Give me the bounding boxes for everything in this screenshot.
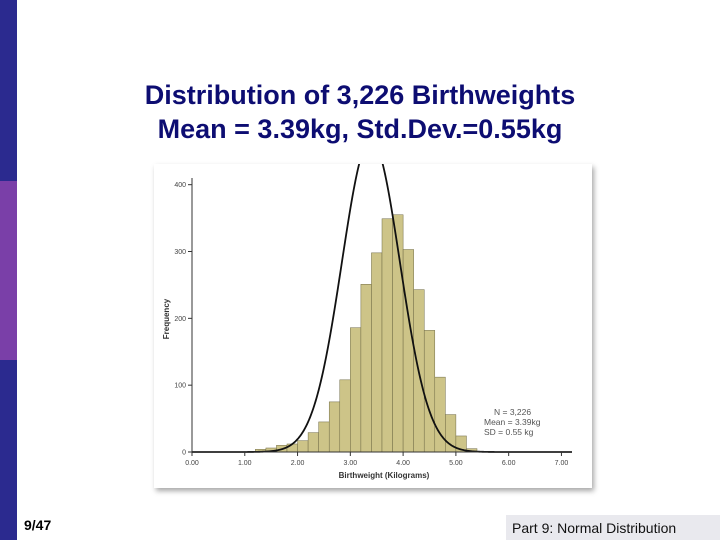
histogram-bar <box>350 327 362 453</box>
sidebar-accent-middle <box>0 181 17 360</box>
footer-section-title: Part 9: Normal Distribution <box>512 520 677 536</box>
slide-title-line2: Mean = 3.39kg, Std.Dev.=0.55kg <box>157 114 563 144</box>
x-tick-label: 0.00 <box>185 460 199 467</box>
x-tick-label: 6.00 <box>502 460 516 467</box>
y-ticks: 0 100 200 300 400 <box>174 182 192 457</box>
histogram-bar <box>307 432 319 453</box>
y-tick-label: 200 <box>174 316 186 323</box>
histogram-svg: 0.00 1.00 2.00 3.00 4.00 5.00 6.00 7.00 0 100 200… <box>162 164 572 480</box>
histogram-bar <box>360 284 372 453</box>
sidebar-accent-bottom <box>0 360 17 540</box>
histogram-bar <box>339 379 351 453</box>
annotation-sd: SD = 0.55 kg <box>484 427 534 437</box>
histogram-bar <box>423 330 436 453</box>
x-tick-label: 2.00 <box>291 460 305 467</box>
histogram-bar <box>297 440 309 453</box>
annotation-mean: Mean = 3.39kg <box>484 417 541 427</box>
y-tick-label: 400 <box>174 182 186 189</box>
x-tick-label: 1.00 <box>238 460 252 467</box>
histogram-bar <box>434 376 446 453</box>
x-ticks: 0.00 1.00 2.00 3.00 4.00 5.00 6.00 7.00 <box>185 452 568 467</box>
y-axis-title: Frequency <box>162 298 171 339</box>
histogram-chart: 0.00 1.00 2.00 3.00 4.00 5.00 6.00 7.00 0 100 200… <box>154 164 592 488</box>
footer-bar: Part 9: Normal Distribution <box>506 515 720 540</box>
histogram-bar <box>371 252 383 453</box>
histogram-bar <box>402 249 414 453</box>
x-tick-label: 7.00 <box>555 460 569 467</box>
x-tick-label: 3.00 <box>344 460 358 467</box>
x-tick-label: 4.00 <box>396 460 410 467</box>
stats-annotation: N = 3,226 Mean = 3.39kg SD = 0.55 kg <box>484 407 541 437</box>
slide-title-line1: Distribution of 3,226 Birthweights <box>144 80 576 110</box>
x-tick-label: 5.00 <box>449 460 463 467</box>
page-number: 9/47 <box>24 517 52 533</box>
histogram-bar <box>381 218 393 453</box>
annotation-n: N = 3,226 <box>494 407 531 417</box>
slide-title: Distribution of 3,226 Birthweights Mean … <box>60 78 660 146</box>
histogram-bar <box>318 421 330 453</box>
histogram-bar <box>286 443 298 453</box>
x-axis-title: Birthweight (Kilograms) <box>339 471 430 480</box>
y-tick-label: 100 <box>174 383 186 390</box>
bars-layer <box>255 214 478 453</box>
histogram-bar <box>328 401 341 453</box>
y-tick-label: 300 <box>174 249 186 256</box>
sidebar-accent-top <box>0 0 17 181</box>
y-tick-label: 0 <box>182 450 186 457</box>
